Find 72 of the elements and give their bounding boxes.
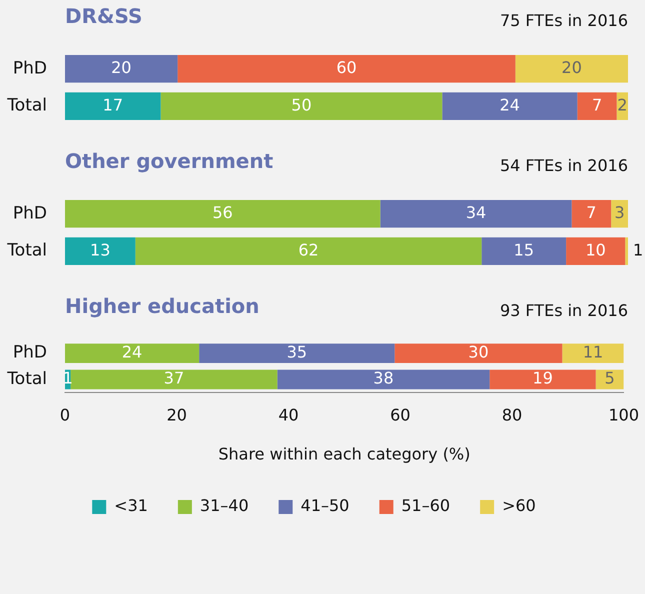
text: 75 FTEs in 2016 xyxy=(500,11,628,30)
bar xyxy=(611,200,628,228)
legend-label: 51–60 xyxy=(401,496,450,516)
data-label: 15 xyxy=(514,240,534,260)
bar xyxy=(65,55,178,83)
bar xyxy=(65,344,200,363)
chart-title: Higher education xyxy=(65,294,260,318)
legend-label: 41–50 xyxy=(300,496,350,516)
data-label: 7 xyxy=(586,203,596,222)
y-tick-label: PhD xyxy=(12,342,47,363)
bar xyxy=(577,92,617,120)
bar xyxy=(277,370,490,390)
text: 93 FTEs in 2016 xyxy=(500,301,628,320)
data-label: 30 xyxy=(468,342,489,362)
legend-label: 31–40 xyxy=(200,496,249,516)
bar xyxy=(482,237,566,265)
legend-label: >60 xyxy=(502,496,536,516)
text: 54 FTEs in 2016 xyxy=(500,156,628,175)
data-label: 24 xyxy=(500,95,520,114)
bar xyxy=(199,344,395,363)
data-label: 13 xyxy=(90,240,110,260)
data-label: 50 xyxy=(291,95,312,114)
x-tick-label: 0 xyxy=(60,405,70,424)
x-tick-label: 60 xyxy=(390,405,410,424)
data-label: 34 xyxy=(466,203,486,222)
data-label: 19 xyxy=(532,368,553,388)
bar xyxy=(572,200,612,228)
x-tick-label: 40 xyxy=(278,405,299,424)
y-tick-label: Total xyxy=(6,368,47,389)
bar xyxy=(515,55,628,83)
bar xyxy=(135,237,482,265)
bar xyxy=(566,237,626,265)
y-tick-label: PhD xyxy=(12,203,47,224)
bar xyxy=(442,92,578,120)
data-label: 17 xyxy=(102,95,124,114)
data-label: 11 xyxy=(582,342,604,362)
y-tick-label: PhD xyxy=(12,58,47,78)
legend-label: <31 xyxy=(114,496,148,516)
data-label: 20 xyxy=(111,58,132,78)
x-tick-label: 80 xyxy=(502,405,522,424)
bar xyxy=(65,200,380,228)
data-label: 3 xyxy=(614,203,625,222)
y-tick-label: Total xyxy=(6,96,47,116)
y-tick-label: Total xyxy=(6,240,47,261)
data-label: 38 xyxy=(373,368,394,388)
bar xyxy=(380,200,572,228)
bar xyxy=(65,92,161,120)
x-tick-label: 20 xyxy=(166,405,187,424)
bar xyxy=(65,237,136,265)
x-tick-label: 100 xyxy=(608,405,640,424)
data-label: 1 xyxy=(633,240,644,260)
bar xyxy=(160,92,442,120)
bar xyxy=(562,344,624,363)
data-label: 62 xyxy=(298,240,319,260)
data-label: 56 xyxy=(212,203,233,222)
bar xyxy=(490,370,596,390)
data-label: 5 xyxy=(604,368,615,388)
data-label: 10 xyxy=(585,240,606,260)
chart-title: Other government xyxy=(65,149,274,173)
data-label: 37 xyxy=(164,368,184,388)
data-label: 2 xyxy=(617,95,628,114)
data-label: 60 xyxy=(336,58,357,78)
bar xyxy=(394,344,562,363)
x-axis-title: Share within each category (%) xyxy=(218,444,470,464)
bar xyxy=(178,55,516,83)
data-label: 24 xyxy=(122,342,142,362)
data-label: 7 xyxy=(592,95,602,114)
bar xyxy=(70,370,278,390)
data-label: 35 xyxy=(286,342,308,362)
chart-title: DR&SS xyxy=(65,4,142,28)
data-label: 20 xyxy=(562,58,582,78)
bar xyxy=(625,237,628,265)
